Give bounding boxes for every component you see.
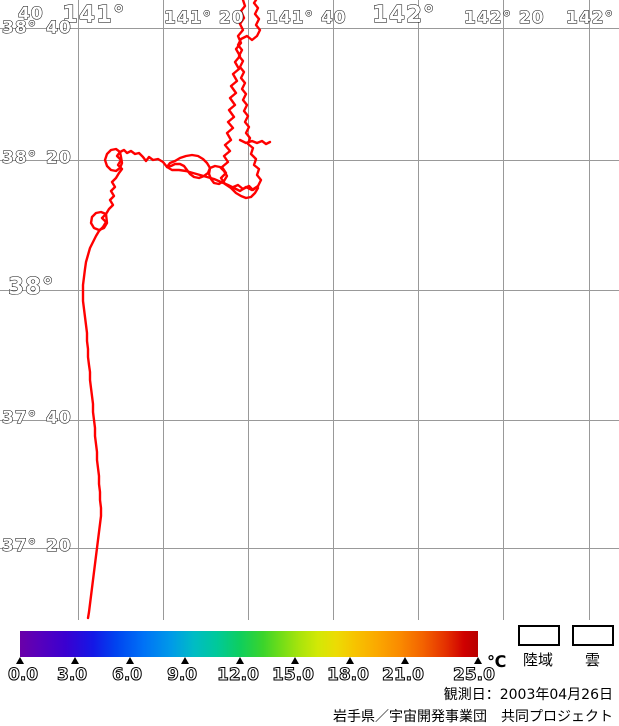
lon-label-141-40: 141° 40 [266, 8, 347, 29]
colorbar-label-7: 21.0 [382, 665, 425, 686]
legend-label-land: 陸域 [523, 651, 554, 669]
lat-label-37-20-min: 20 [46, 536, 72, 557]
legend-swatch-land [518, 625, 560, 646]
lat-label-37-deg-lower: 37° [1, 536, 38, 557]
lat-label-38-deg-top: 38° [1, 18, 38, 39]
colorbar-tick-1 [70, 657, 79, 664]
observation-date-caption: 観測日：2003年04月26日 [443, 687, 613, 703]
colorbar: 0.0 3.0 6.0 9.0 12.0 15.0 18.0 21.0 25.0 [7, 631, 495, 686]
legend-swatch-cloud [572, 625, 614, 646]
colorbar-label-4: 12.0 [217, 665, 260, 686]
colorbar-gradient [20, 631, 478, 657]
legend-label-cloud: 雲 [585, 651, 601, 669]
colorbar-tick-2 [125, 657, 134, 664]
lon-label-142-40: 142° 4 [566, 8, 619, 29]
lon-label-142-20: 142° 20 [464, 8, 545, 29]
lon-label-142: 142° [372, 2, 436, 29]
colorbar-label-0: 0.0 [7, 665, 39, 686]
graticule-lines [0, 0, 619, 620]
colorbar-tick-8 [474, 657, 482, 664]
lat-label-37-deg-upper: 37° [1, 408, 38, 429]
map-canvas [0, 0, 619, 620]
colorbar-label-1: 3.0 [56, 665, 88, 686]
colorbar-tick-5 [290, 657, 299, 664]
map-panel: 40 141° 141° 20 141° 40 142° 142° 20 142… [0, 0, 619, 620]
colorbar-label-8: 25.0 [453, 665, 496, 686]
coastline [81, 0, 272, 620]
lon-label-140-40-partial: 40 [18, 4, 44, 25]
colorbar-tick-4 [235, 657, 244, 664]
colorbar-tick-0 [16, 657, 24, 664]
lat-label-38: 38° [8, 274, 55, 301]
lat-label-38-40-min: 40 [46, 18, 72, 39]
colorbar-label-5: 15.0 [272, 665, 315, 686]
lat-label-37-40-min: 40 [46, 408, 72, 429]
colorbar-tick-7 [400, 657, 409, 664]
lon-label-141: 141° [62, 2, 126, 29]
colorbar-unit-label: ℃ [487, 652, 507, 671]
lat-label-38-deg-mid: 38° [1, 148, 38, 169]
colorbar-tick-6 [345, 657, 354, 664]
organization-caption: 岩手県／宇宙開発事業団 共同プロジェクト [333, 709, 613, 725]
colorbar-label-2: 6.0 [111, 665, 143, 686]
colorbar-tick-3 [180, 657, 189, 664]
lat-label-38-20-min: 20 [46, 148, 72, 169]
lon-label-141-20: 141° 20 [164, 8, 245, 29]
colorbar-label-3: 9.0 [166, 665, 198, 686]
legend-panel: 0.0 3.0 6.0 9.0 12.0 15.0 18.0 21.0 25.0… [0, 620, 619, 725]
colorbar-label-6: 18.0 [327, 665, 370, 686]
